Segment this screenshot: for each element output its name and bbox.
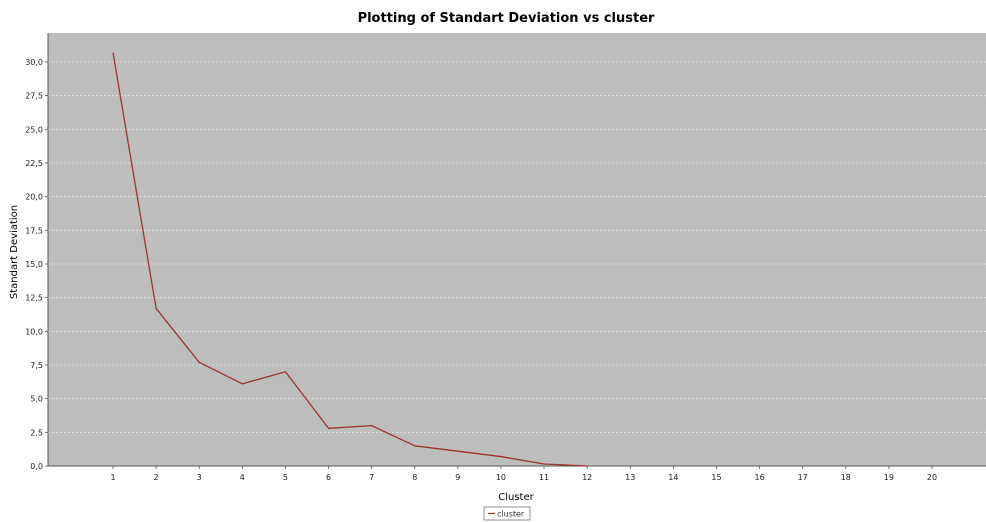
x-tick-label: 13 <box>625 473 635 482</box>
y-tick-label: 5,0 <box>30 395 43 404</box>
x-tick-label: 15 <box>711 473 721 482</box>
x-axis-label: Cluster <box>498 492 534 503</box>
chart-title: Plotting of Standart Deviation vs cluste… <box>358 11 655 26</box>
x-tick-label: 6 <box>326 473 331 482</box>
x-tick-label: 1 <box>110 473 115 482</box>
x-tick-label: 19 <box>884 473 894 482</box>
y-tick-label: 25,0 <box>25 125 43 134</box>
legend: cluster <box>483 506 531 521</box>
plot-area <box>48 33 986 466</box>
y-tick-label: 17,5 <box>25 226 43 235</box>
x-tick-label: 8 <box>412 473 417 482</box>
x-tick-label: 11 <box>539 473 549 482</box>
x-tick-label: 5 <box>283 473 288 482</box>
y-tick-label: 2,5 <box>30 428 43 437</box>
y-tick-label: 27,5 <box>25 92 43 101</box>
x-tick-label: 20 <box>927 473 937 482</box>
y-tick-label: 10,0 <box>25 327 43 336</box>
x-tick-label: 4 <box>240 473 245 482</box>
x-tick-label: 16 <box>754 473 764 482</box>
x-tick-label: 3 <box>197 473 202 482</box>
y-tick-label: 20,0 <box>25 193 43 202</box>
x-tick-label: 2 <box>154 473 159 482</box>
y-tick-label: 22,5 <box>25 159 43 168</box>
x-tick-label: 10 <box>496 473 506 482</box>
y-tick-label: 30,0 <box>25 58 43 67</box>
series-layer <box>112 52 588 467</box>
legend-box <box>483 506 531 521</box>
series-line-cluster <box>112 52 588 467</box>
legend-label: cluster <box>497 510 525 519</box>
x-tick-label: 9 <box>455 473 460 482</box>
x-tick-label: 7 <box>369 473 374 482</box>
y-axis-label: Standart Deviation <box>9 205 20 299</box>
x-tick-label: 18 <box>841 473 851 482</box>
y-tick-label: 15,0 <box>25 260 43 269</box>
x-tick-label: 14 <box>668 473 678 482</box>
x-tick-label: 12 <box>582 473 592 482</box>
x-axis-ticks: 1 2 3 4 5 6 7 8 9 10 11 12 13 14 15 16 17 18 19 20 <box>110 466 937 482</box>
y-tick-label: 0,0 <box>30 462 43 471</box>
y-tick-label: 7,5 <box>30 361 43 370</box>
y-tick-label: 12,5 <box>25 294 43 303</box>
y-axis-ticks: 0,0 2,5 5,0 7,5 10,0 12,5 15,0 17,5 20,0 22,5 25,0… <box>25 58 48 471</box>
x-tick-label: 17 <box>798 473 808 482</box>
